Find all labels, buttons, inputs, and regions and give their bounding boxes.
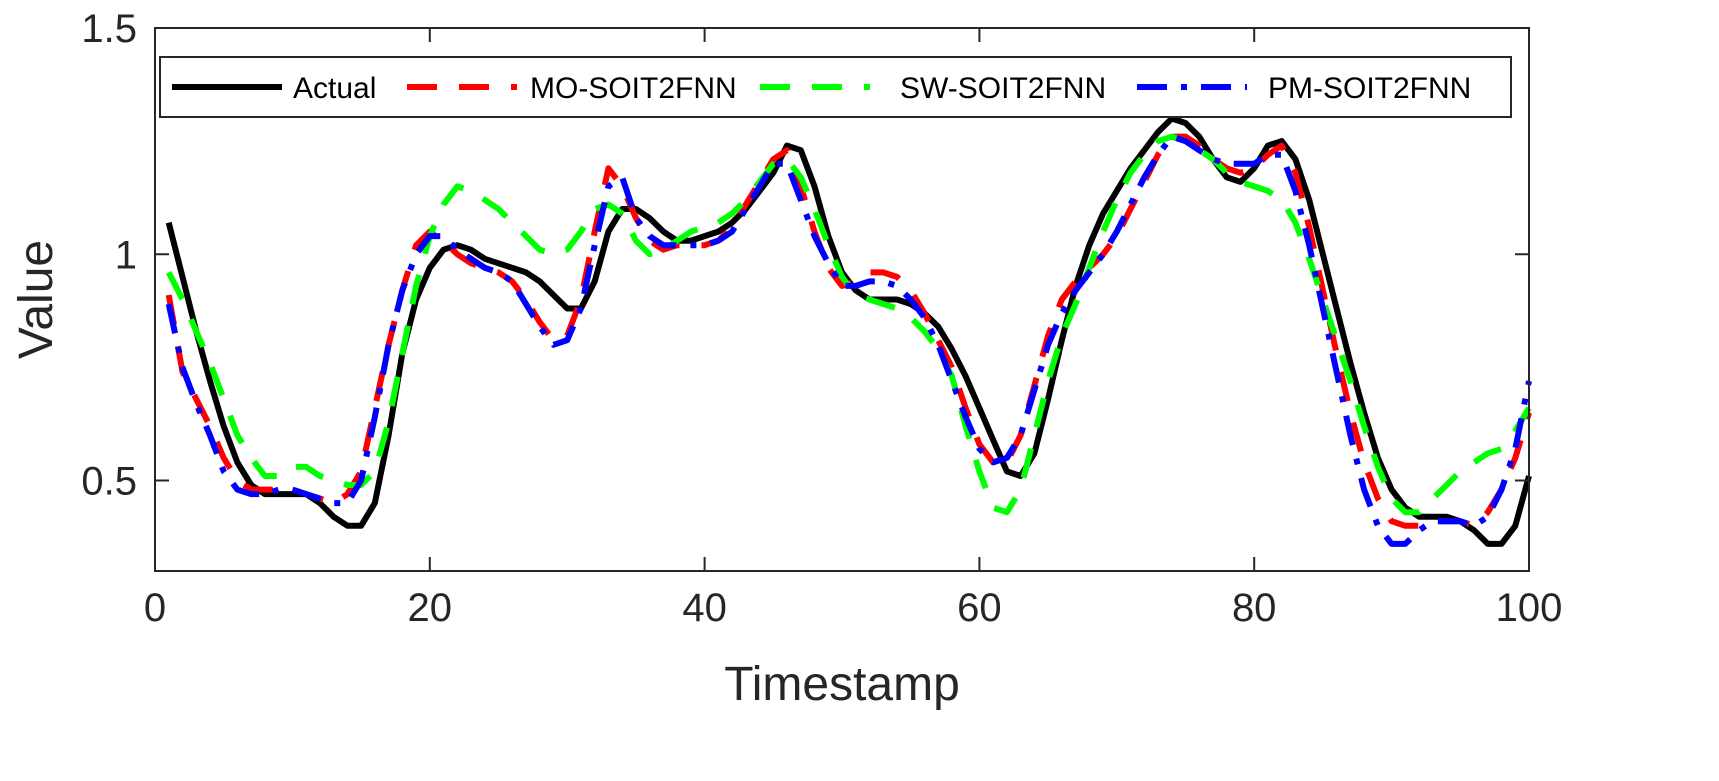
y-tick-label: 1.5 — [81, 7, 137, 51]
legend-label: SW-SOIT2FNN — [900, 72, 1106, 105]
plot-lines — [165, 115, 1532, 547]
x-tick-label: 40 — [682, 586, 727, 630]
y-axis-label: Value — [10, 240, 63, 359]
axes: 0 20 40 60 80 100 0.5 1 1.5 — [81, 7, 1562, 630]
legend: Actual MO-SOIT2FNN SW-SOIT2FNN PM-SOIT2FNN — [159, 56, 1512, 118]
y-tick-label: 1 — [115, 233, 137, 277]
plot-frame — [154, 27, 1530, 572]
legend-label: PM-SOIT2FNN — [1268, 72, 1471, 105]
x-tick-label: 100 — [1496, 586, 1563, 630]
x-axis-label: Timestamp — [724, 658, 960, 711]
series-line-pm-soit2fnn — [165, 133, 1532, 547]
x-tick-label: 20 — [408, 586, 453, 630]
legend-label: Actual — [293, 72, 376, 105]
legend-label: MO-SOIT2FNN — [530, 72, 737, 105]
x-tick-label: 60 — [957, 586, 1002, 630]
y-tick-label: 0.5 — [81, 460, 137, 504]
x-tick-label: 0 — [144, 586, 166, 630]
x-tick-label: 80 — [1232, 586, 1277, 630]
